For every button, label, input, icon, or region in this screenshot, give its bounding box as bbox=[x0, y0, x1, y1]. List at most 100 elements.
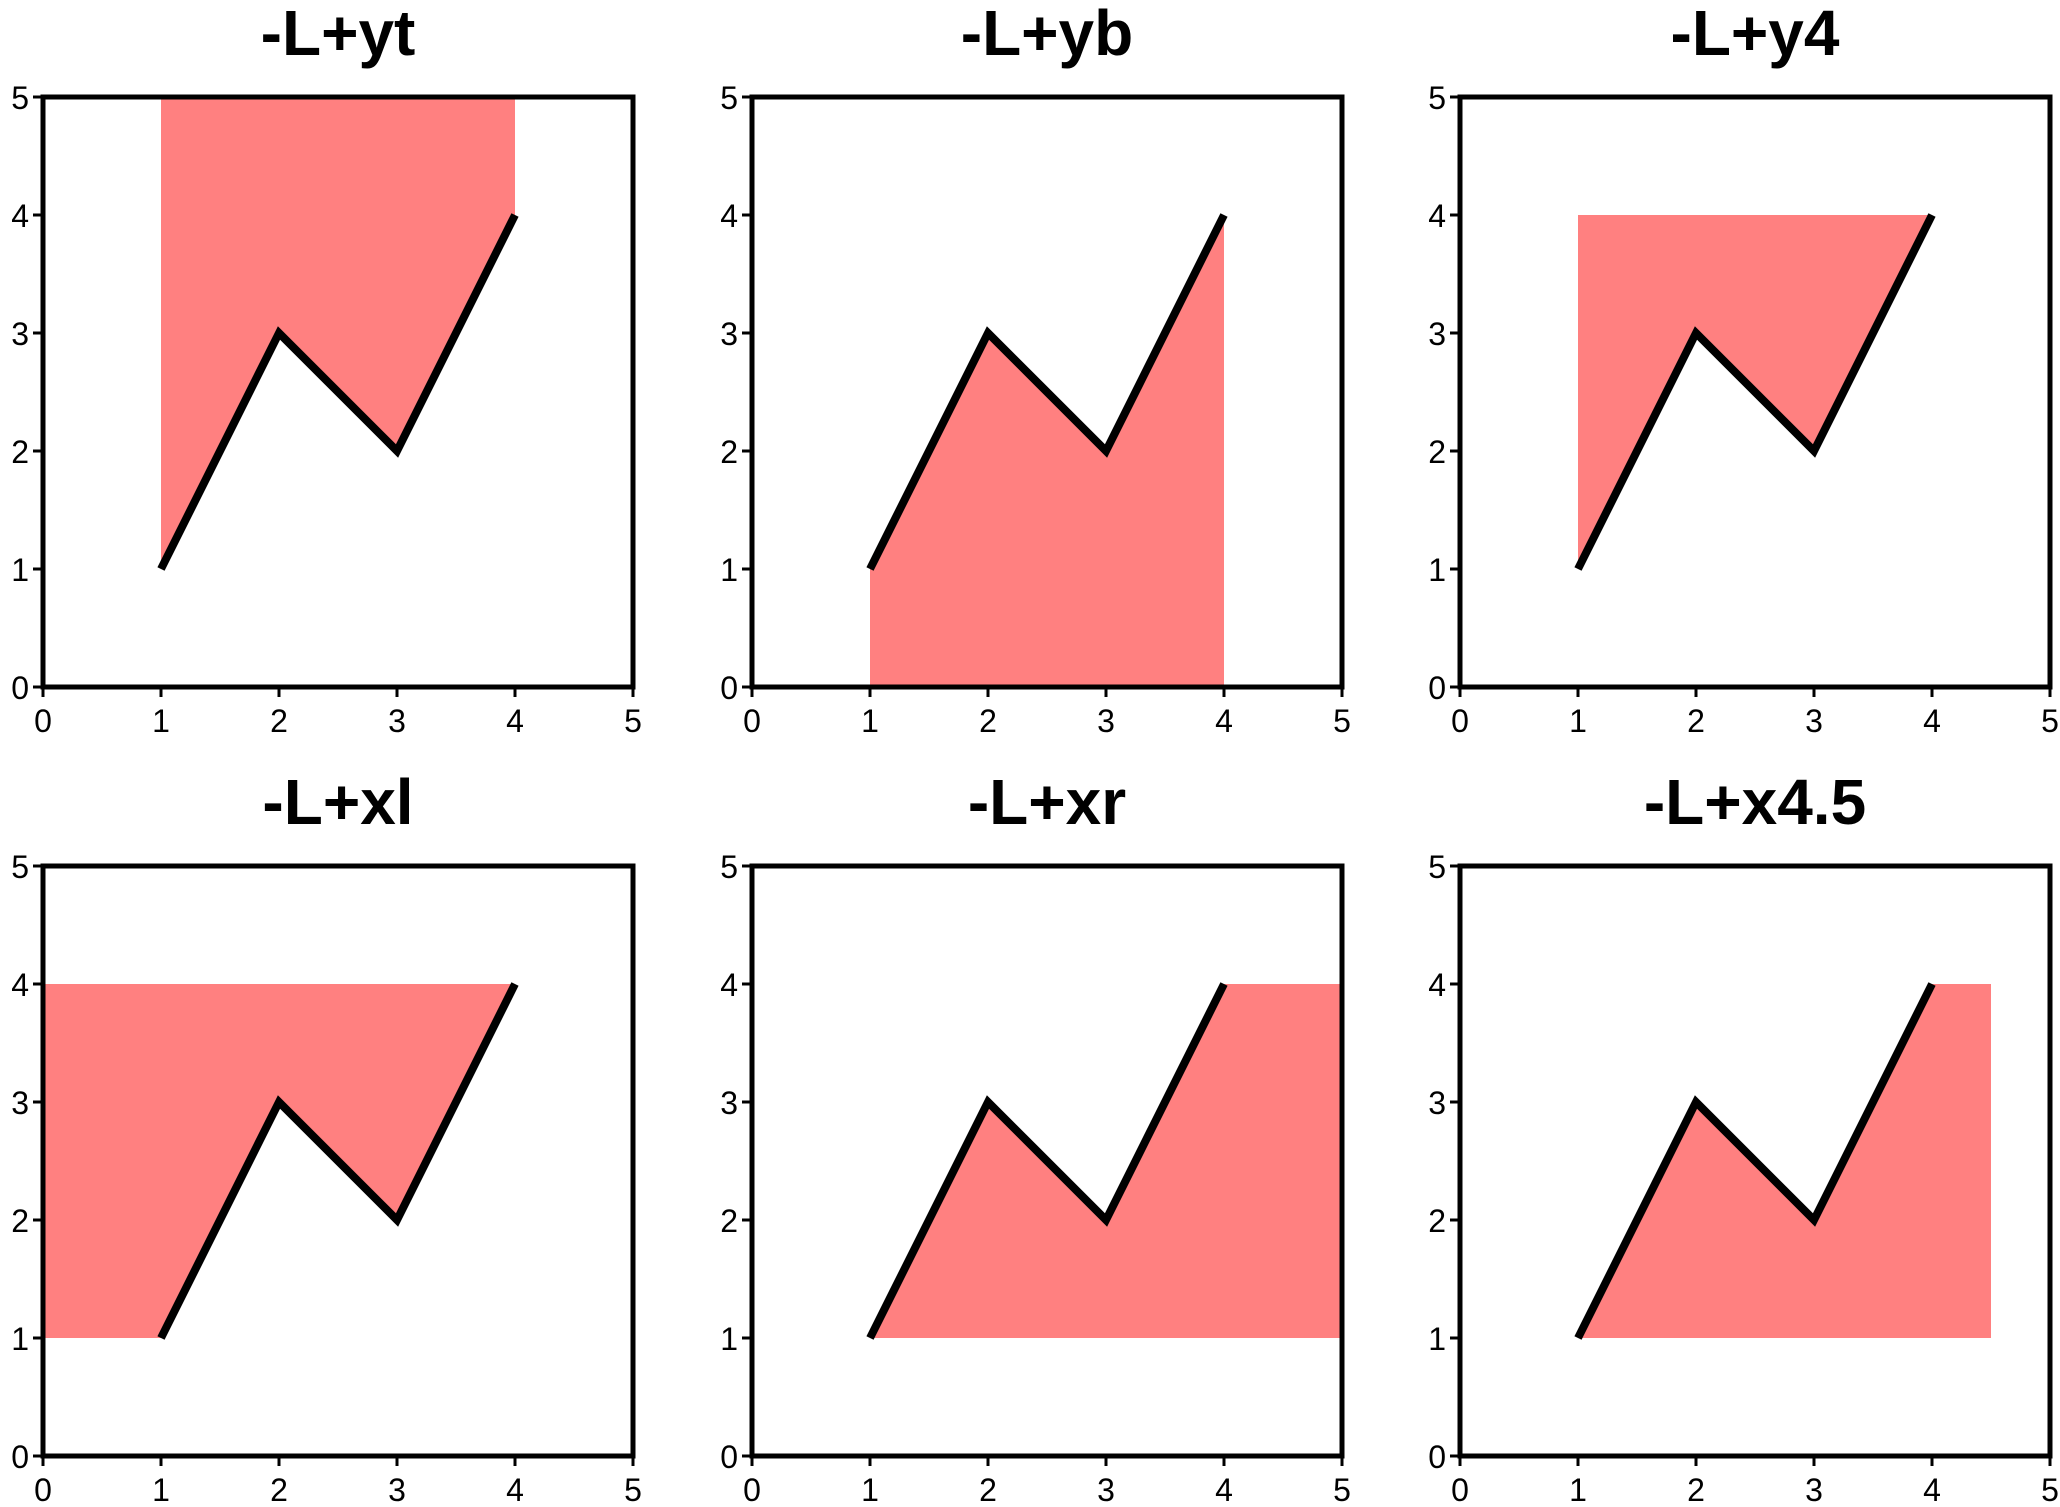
data-line bbox=[157, 982, 519, 1340]
y-tick-label: 3 bbox=[1428, 316, 1446, 352]
y-tick-label: 3 bbox=[1428, 1085, 1446, 1121]
x-tick-label: 1 bbox=[152, 703, 170, 739]
x-tick-label: 0 bbox=[34, 703, 52, 739]
x-tick-label: 2 bbox=[1687, 1472, 1705, 1507]
x-tick-label: 0 bbox=[743, 703, 761, 739]
x-tick-label: 0 bbox=[743, 1472, 761, 1507]
plot-frame bbox=[749, 94, 1345, 690]
y-tick-label: 1 bbox=[1428, 1321, 1446, 1357]
x-tick-label: 3 bbox=[388, 703, 406, 739]
y-tick-label: 0 bbox=[11, 670, 29, 706]
chart-title: -L+xl bbox=[262, 766, 413, 838]
y-tick-label: 2 bbox=[1428, 434, 1446, 470]
chart-title: -L+xr bbox=[968, 766, 1126, 838]
chart-panel-3: -L+y4 0 1 2 3 4 5 0 1 2 3 4 5 bbox=[1428, 0, 2059, 739]
y-tick-label: 0 bbox=[720, 1439, 738, 1475]
y-tick-label: 5 bbox=[1428, 80, 1446, 116]
y-tick-label: 1 bbox=[720, 1321, 738, 1357]
x-tick-label: 2 bbox=[270, 703, 288, 739]
x-tick-label: 5 bbox=[1333, 1472, 1351, 1507]
y-tick-label: 4 bbox=[11, 198, 29, 234]
x-tick-label: 4 bbox=[1923, 1472, 1941, 1507]
x-tick-label: 1 bbox=[1569, 1472, 1587, 1507]
x-tick-label: 3 bbox=[1097, 703, 1115, 739]
x-tick-label: 3 bbox=[1097, 1472, 1115, 1507]
data-line bbox=[157, 213, 519, 571]
plot-frame bbox=[40, 94, 636, 690]
data-line bbox=[866, 982, 1228, 1340]
chart-panel-5: -L+xr 0 1 2 3 4 5 0 1 2 3 4 5 bbox=[720, 766, 1351, 1507]
y-tick-label: 4 bbox=[720, 198, 738, 234]
x-tick-label: 5 bbox=[2041, 703, 2059, 739]
chart-panel-2: -L+yb 0 1 2 3 4 5 0 1 2 3 4 5 bbox=[720, 0, 1351, 739]
chart-panel-6: -L+x4.5 0 1 2 3 4 5 0 1 2 3 4 5 bbox=[1428, 766, 2059, 1507]
x-tick-label: 5 bbox=[624, 703, 642, 739]
y-tick-label: 1 bbox=[1428, 552, 1446, 588]
x-tick-label: 3 bbox=[388, 1472, 406, 1507]
y-tick-label: 5 bbox=[11, 849, 29, 885]
x-tick-label: 4 bbox=[506, 1472, 524, 1507]
y-tick-label: 5 bbox=[1428, 849, 1446, 885]
y-tick-label: 0 bbox=[720, 670, 738, 706]
x-tick-label: 4 bbox=[1215, 1472, 1233, 1507]
y-tick-label: 2 bbox=[720, 1203, 738, 1239]
fill-area bbox=[43, 984, 515, 1338]
y-tick-label: 5 bbox=[720, 849, 738, 885]
x-tick-label: 5 bbox=[624, 1472, 642, 1507]
y-tick-label: 4 bbox=[720, 967, 738, 1003]
chart-title: -L+yb bbox=[961, 0, 1133, 69]
fill-area bbox=[870, 984, 1342, 1338]
x-tick-label: 1 bbox=[861, 703, 879, 739]
y-tick-label: 2 bbox=[720, 434, 738, 470]
chart-panel-4: -L+xl 0 1 2 3 4 5 0 1 2 3 4 5 bbox=[11, 766, 642, 1507]
plot-frame bbox=[40, 863, 636, 1459]
fill-area bbox=[870, 215, 1224, 687]
data-line bbox=[1574, 982, 1936, 1340]
plot-frame bbox=[1457, 863, 2053, 1459]
chart-title: -L+x4.5 bbox=[1644, 766, 1866, 838]
x-tick-label: 0 bbox=[1451, 703, 1469, 739]
data-line bbox=[866, 213, 1228, 571]
y-tick-label: 3 bbox=[11, 1085, 29, 1121]
y-tick-label: 5 bbox=[11, 80, 29, 116]
y-tick-label: 1 bbox=[720, 552, 738, 588]
x-tick-label: 2 bbox=[979, 1472, 997, 1507]
fill-area bbox=[161, 97, 515, 569]
plot-frame bbox=[1457, 94, 2053, 690]
y-tick-label: 3 bbox=[720, 316, 738, 352]
x-tick-label: 3 bbox=[1805, 703, 1823, 739]
y-tick-label: 3 bbox=[11, 316, 29, 352]
x-tick-label: 1 bbox=[152, 1472, 170, 1507]
x-tick-label: 4 bbox=[1215, 703, 1233, 739]
data-line bbox=[1574, 213, 1936, 571]
chart-title: -L+y4 bbox=[1671, 0, 1840, 69]
x-tick-label: 2 bbox=[1687, 703, 1705, 739]
y-tick-label: 0 bbox=[11, 1439, 29, 1475]
x-tick-label: 5 bbox=[1333, 703, 1351, 739]
y-tick-label: 0 bbox=[1428, 1439, 1446, 1475]
y-tick-label: 4 bbox=[11, 967, 29, 1003]
x-tick-label: 0 bbox=[34, 1472, 52, 1507]
x-tick-label: 4 bbox=[1923, 703, 1941, 739]
y-tick-label: 1 bbox=[11, 1321, 29, 1357]
fill-area bbox=[1578, 984, 1991, 1338]
y-tick-label: 2 bbox=[1428, 1203, 1446, 1239]
y-tick-label: 3 bbox=[720, 1085, 738, 1121]
x-tick-label: 5 bbox=[2041, 1472, 2059, 1507]
y-tick-label: 1 bbox=[11, 552, 29, 588]
y-tick-label: 4 bbox=[1428, 967, 1446, 1003]
y-tick-label: 4 bbox=[1428, 198, 1446, 234]
y-tick-label: 0 bbox=[1428, 670, 1446, 706]
x-tick-label: 2 bbox=[979, 703, 997, 739]
chart-panel-1: -L+yt 0 1 2 3 4 5 0 1 2 3 4 5 bbox=[11, 0, 642, 739]
x-tick-label: 2 bbox=[270, 1472, 288, 1507]
x-tick-label: 1 bbox=[861, 1472, 879, 1507]
x-tick-label: 4 bbox=[506, 703, 524, 739]
chart-title: -L+yt bbox=[261, 0, 416, 69]
y-tick-label: 2 bbox=[11, 434, 29, 470]
y-tick-label: 2 bbox=[11, 1203, 29, 1239]
x-tick-label: 1 bbox=[1569, 703, 1587, 739]
x-tick-label: 0 bbox=[1451, 1472, 1469, 1507]
y-tick-label: 5 bbox=[720, 80, 738, 116]
